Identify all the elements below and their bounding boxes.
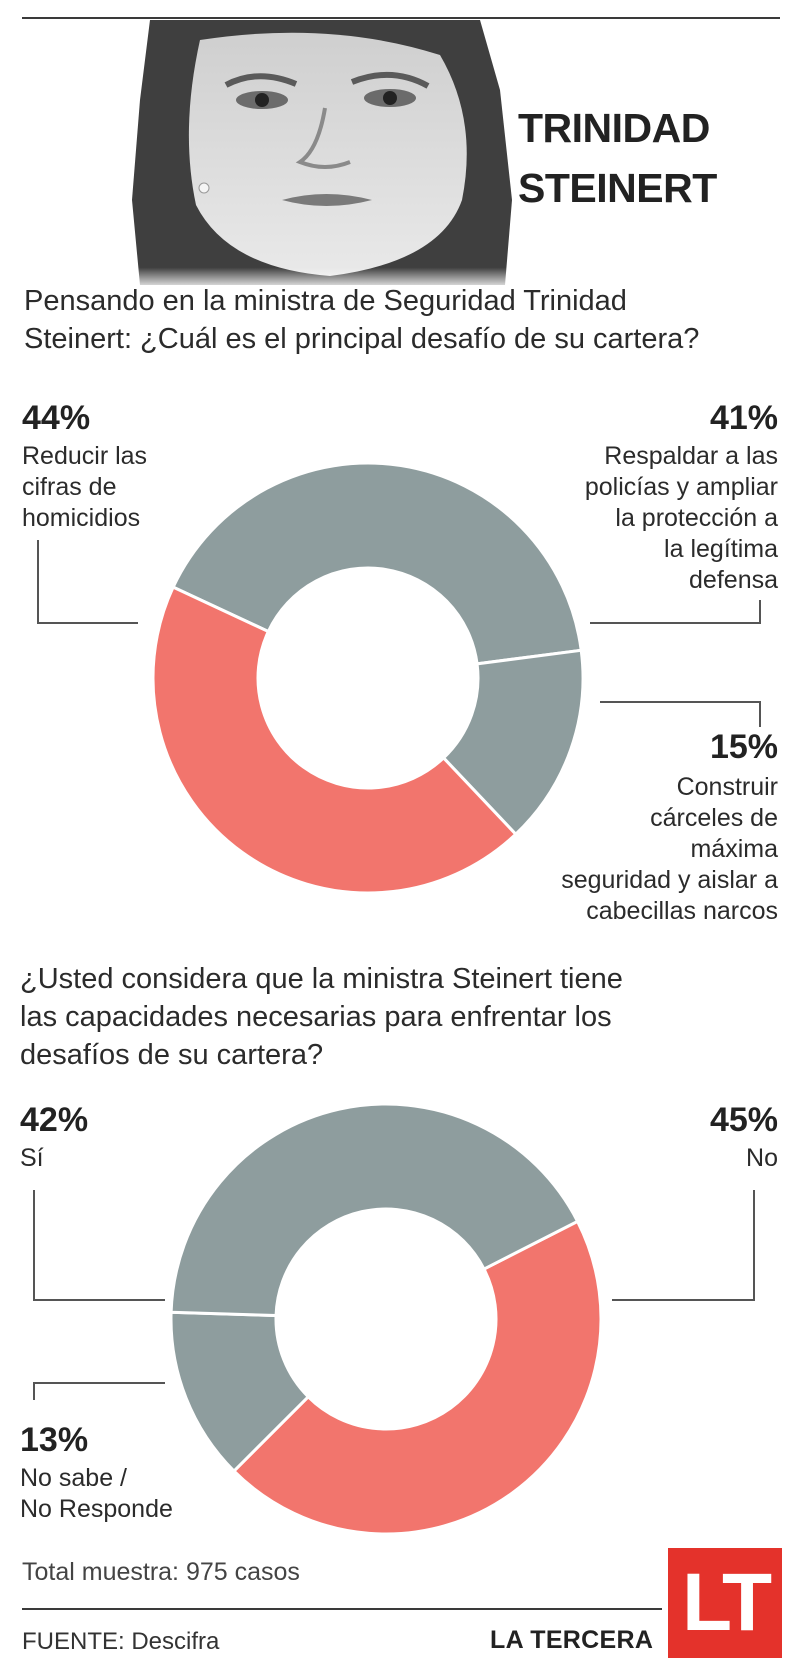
question-2-title-line3: desafíos de su cartera? — [20, 1039, 324, 1071]
q1-pct-41: 41% — [709, 399, 778, 437]
q1-label-homicidios: Reducir las cifras de homicidios — [22, 442, 148, 532]
leader-13 — [33, 1382, 165, 1400]
donut2-slice-13 — [169, 1310, 311, 1474]
q2-pct-42: 42% — [20, 1101, 89, 1139]
person-name-line2: STEINERT — [518, 165, 717, 211]
total-sample: Total muestra: 975 casos — [22, 1558, 300, 1586]
q2-pct-45: 45% — [709, 1101, 778, 1139]
source-value: Descifra — [131, 1628, 220, 1655]
question-1-title-line1: Pensando en la ministra de Seguridad Tri… — [24, 285, 627, 317]
question-1-title-line2: Steinert: ¿Cuál es el principal desafío … — [24, 323, 700, 355]
q1-label-carceles: Construir cárceles de máxima seguridad y… — [561, 773, 778, 925]
leader-44 — [37, 540, 138, 624]
person-name-line1: TRINIDAD — [518, 105, 710, 151]
q2-label-no: No — [746, 1144, 778, 1172]
q2-label-nosabe: No sabe / No Responde — [20, 1464, 173, 1523]
donut2-slice-45 — [231, 1219, 603, 1536]
question-1-title: Pensando en la ministra de Seguridad Tri… — [24, 282, 699, 358]
la-tercera-logo: LT — [668, 1548, 782, 1658]
donut1-slice-44 — [151, 585, 518, 895]
q1-pct-44: 44% — [22, 399, 91, 437]
brand-name: LA TERCERA — [490, 1626, 654, 1654]
question-2-title-line2: las capacidades necesarias para enfrenta… — [20, 1001, 612, 1033]
top-rule — [22, 17, 780, 19]
question-2-title: ¿Usted considera que la ministra Steiner… — [20, 960, 623, 1074]
donut1-slice-41 — [171, 461, 583, 666]
source-label: FUENTE: — [22, 1628, 125, 1655]
leader-41 — [590, 600, 761, 624]
person-name: TRINIDAD STEINERT — [518, 98, 717, 218]
source-credit: FUENTE: Descifra — [22, 1628, 219, 1656]
question-2-title-line1: ¿Usted considera que la ministra Steiner… — [20, 963, 623, 995]
leader-15 — [600, 701, 761, 727]
q1-label-policias: Respaldar a las policías y ampliar la pr… — [584, 442, 778, 594]
q1-pct-15: 15% — [709, 728, 778, 766]
donut-chart-1 — [151, 461, 585, 895]
leader-42 — [33, 1190, 165, 1301]
donut-chart-2 — [169, 1102, 603, 1536]
portrait-illustration — [120, 20, 540, 290]
footer-rule — [22, 1608, 662, 1610]
leader-45 — [612, 1190, 755, 1301]
q2-pct-13: 13% — [20, 1421, 89, 1459]
donut2-slice-42 — [169, 1102, 580, 1318]
q2-label-si: Sí — [20, 1144, 44, 1172]
